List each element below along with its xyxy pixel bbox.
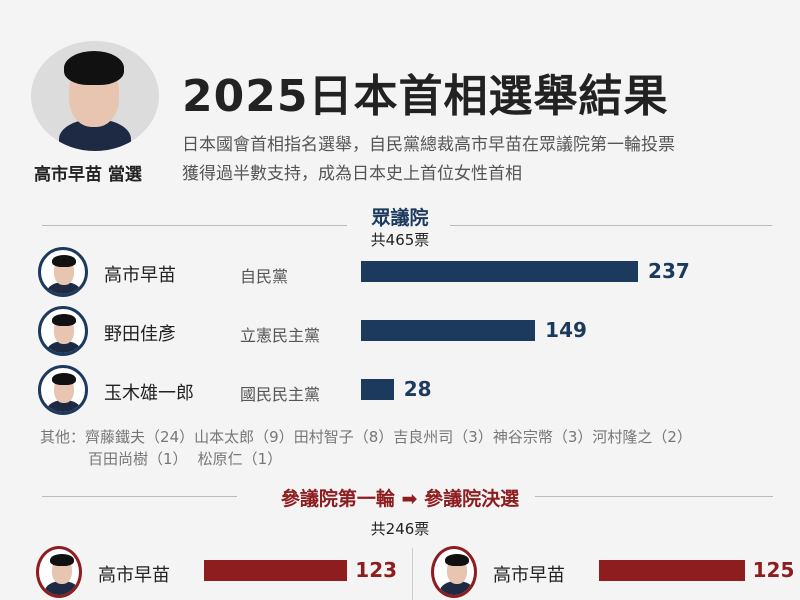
party-name: 自民黨: [240, 267, 289, 286]
party-name: 國民民主黨: [240, 385, 321, 404]
bar-value: 123: [355, 558, 398, 582]
candidate-avatar: [36, 546, 82, 598]
other-candidate: 吉良州司（3）: [393, 428, 493, 446]
candidate-name: 高市早苗: [98, 565, 170, 586]
candidate-avatar: [38, 365, 88, 415]
other-votes: （3）: [552, 428, 593, 446]
other-name: 河村隆之: [592, 428, 653, 446]
others-list: 其他：齊藤鐵夫（24）山本太郎（9）田村智子（8）吉良州司（3）神谷宗幣（3）河…: [40, 426, 692, 470]
candidate-name: 高市早苗: [104, 265, 176, 286]
other-votes: （24）: [145, 428, 195, 446]
subtitle-line-2: 獲得過半數支持，成為日本史上首位女性首相: [182, 164, 522, 184]
avatar-part: [50, 554, 74, 566]
other-candidate: 神谷宗幣（3）: [493, 428, 593, 446]
other-name: 齊藤鐵夫: [85, 428, 146, 446]
other-candidate: 河村隆之（2）: [592, 428, 692, 446]
divider: [412, 548, 413, 600]
candidate-name: 野田佳彥: [104, 324, 176, 345]
other-candidate: 田村智子（8）: [294, 428, 394, 446]
divider: [42, 225, 347, 226]
subtitle: 日本國會首相指名選舉，自民黨總裁高市早苗在眾議院第一輪投票 獲得過半數支持，成為…: [182, 131, 782, 189]
candidate-avatar: [38, 247, 88, 297]
other-votes: （8）: [353, 428, 394, 446]
winner-label: 高市早苗 當選: [34, 165, 142, 185]
upper-house-total: 共246票: [370, 520, 430, 538]
avatar-part: [47, 282, 81, 294]
winner-photo: [31, 41, 159, 151]
avatar-part: [440, 581, 474, 595]
other-candidate: 百田尚樹（1）: [88, 450, 188, 468]
avatar-part: [52, 373, 76, 385]
upper-house-title: 參議院第一輪 ➡ 參議院決選: [0, 484, 800, 511]
other-votes: （1）: [148, 450, 188, 468]
candidate-avatar: [431, 546, 477, 598]
bar-value: 125: [752, 558, 795, 582]
candidate-name: 玉木雄一郎: [104, 383, 194, 404]
bar: [361, 379, 394, 400]
avatar-part: [52, 255, 76, 267]
candidate-avatar: [38, 306, 88, 356]
other-name: 吉良州司: [393, 428, 454, 446]
avatar-part: [47, 400, 81, 412]
other-votes: （2）: [652, 428, 692, 446]
arrow-right-icon: ➡: [401, 488, 418, 510]
others-label: 其他：: [40, 428, 86, 446]
divider: [42, 496, 237, 497]
bar-value: 149: [545, 318, 587, 342]
avatar-part: [47, 341, 81, 353]
other-votes: （3）: [453, 428, 493, 446]
bar: [361, 261, 639, 282]
lower-house-title: 眾議院: [371, 207, 429, 229]
party-name: 立憲民主黨: [240, 326, 321, 345]
bar: [361, 320, 536, 341]
other-name: 松原仁: [197, 450, 243, 468]
upper-runoff-title: 參議院決選: [424, 488, 520, 510]
other-name: 百田尚樹: [88, 450, 149, 468]
bar-value: 28: [403, 377, 432, 401]
avatar-part: [52, 314, 76, 326]
page-title: 2025日本首相選舉結果: [182, 71, 669, 122]
other-candidate: 山本太郎（9）: [194, 428, 294, 446]
subtitle-line-1: 日本國會首相指名選舉，自民黨總裁高市早苗在眾議院第一輪投票: [182, 135, 675, 155]
lower-house-total: 共465票: [370, 231, 430, 249]
divider: [450, 225, 772, 226]
other-name: 田村智子: [293, 428, 354, 446]
divider: [535, 496, 773, 497]
other-name: 神谷宗幣: [492, 428, 553, 446]
other-candidate: 齊藤鐵夫（24）: [85, 428, 194, 446]
avatar-part: [45, 581, 79, 595]
avatar-part: [445, 554, 469, 566]
other-votes: （1）: [242, 450, 283, 468]
other-candidate: 松原仁（1）: [198, 450, 283, 468]
candidate-name: 高市早苗: [493, 565, 565, 586]
other-name: 山本太郎: [194, 428, 255, 446]
bar: [599, 560, 745, 581]
bar-value: 237: [648, 259, 690, 283]
bar: [204, 560, 348, 581]
upper-first-round-title: 參議院第一輪: [280, 488, 395, 510]
other-votes: （9）: [254, 428, 294, 446]
